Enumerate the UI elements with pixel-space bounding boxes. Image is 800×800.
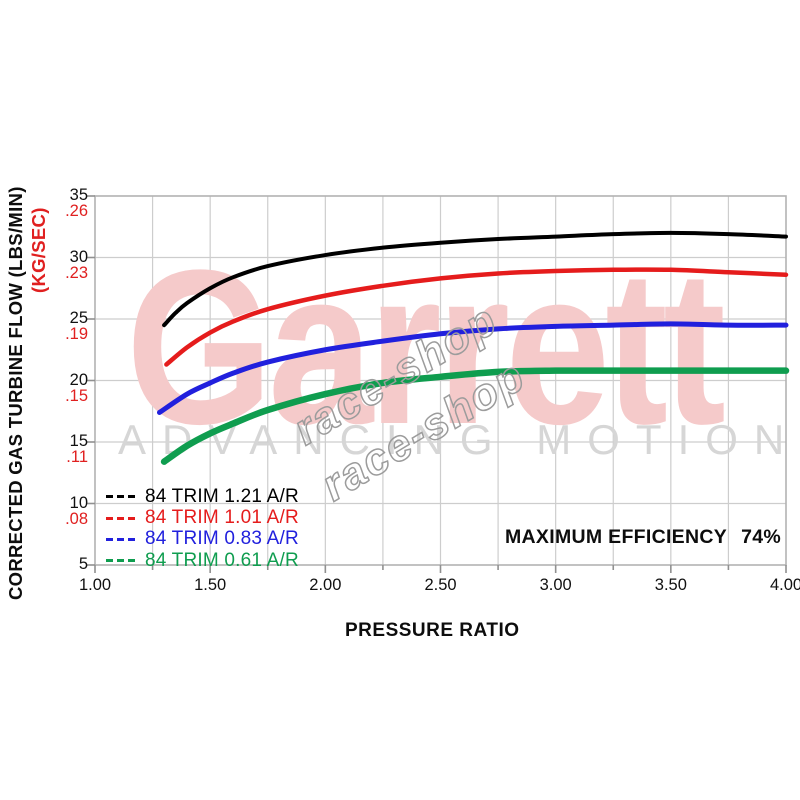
y-tick-label-primary: 10 xyxy=(69,493,88,512)
garrett-brand-watermark: Garrett xyxy=(126,224,726,470)
x-tick-label: 3.00 xyxy=(539,576,572,594)
legend-label: 84 TRIM 1.21 A/R xyxy=(145,485,299,507)
legend-dash-swatch xyxy=(106,537,136,541)
flow-curve xyxy=(156,321,789,415)
x-tick-label: 4.00 xyxy=(769,576,800,594)
y-tick-label-primary: 15 xyxy=(69,432,88,450)
y-tick-label-primary: 5 xyxy=(78,555,88,573)
y-tick-label-secondary: .11 xyxy=(66,448,88,466)
legend: 84 TRIM 1.21 A/R 84 TRIM 1.01 A/R 84 TRIM … xyxy=(106,486,299,572)
x-tick-label: 1.50 xyxy=(194,576,227,594)
x-axis-title: PRESSURE RATIO xyxy=(345,620,520,641)
legend-label: 84 TRIM 0.61 A/R xyxy=(145,549,299,571)
y-axis-title-lbs-min: CORRECTED GAS TURBINE FLOW (LBS/MIN) xyxy=(5,186,26,600)
y-tick-label-secondary: .19 xyxy=(65,325,88,343)
flow-curve xyxy=(162,230,788,328)
flow-curve xyxy=(160,367,790,465)
x-tick-label: 2.00 xyxy=(309,576,342,594)
y-axis-title-kg-sec: (KG/SEC) xyxy=(28,207,49,293)
legend-item: 84 TRIM 1.01 A/R xyxy=(106,507,299,528)
x-tick-label: 1.00 xyxy=(78,576,112,594)
max-efficiency-value: 74% xyxy=(741,526,781,548)
y-tick-label-secondary: .23 xyxy=(65,263,88,282)
y-tick-label-primary: 20 xyxy=(69,370,88,389)
legend-dash-swatch xyxy=(106,516,136,520)
y-tick-label-primary: 35 xyxy=(69,186,88,204)
y-tick-label-secondary: .15 xyxy=(65,386,88,405)
y-tick-label-secondary: .08 xyxy=(65,509,88,528)
y-tick-label-primary: 30 xyxy=(69,247,88,266)
legend-dash-swatch xyxy=(106,559,136,563)
legend-item: 84 TRIM 1.21 A/R xyxy=(106,486,299,507)
x-tick-label: 2.50 xyxy=(424,576,457,594)
flow-curve xyxy=(164,267,789,367)
y-tick-label-primary: 25 xyxy=(69,309,88,327)
legend-dash-swatch xyxy=(106,495,136,499)
legend-label: 84 TRIM 0.83 A/R xyxy=(145,528,299,550)
x-tick-label: 3.50 xyxy=(654,576,687,594)
legend-label: 84 TRIM 1.01 A/R xyxy=(145,507,299,529)
y-tick-label-secondary: .26 xyxy=(65,202,88,220)
max-efficiency-annotation: MAXIMUM EFFICIENCY 74% xyxy=(505,526,781,549)
max-efficiency-label: MAXIMUM EFFICIENCY xyxy=(505,526,728,548)
legend-item: 84 TRIM 0.83 A/R xyxy=(106,528,299,550)
legend-item: 84 TRIM 0.61 A/R xyxy=(106,550,299,571)
